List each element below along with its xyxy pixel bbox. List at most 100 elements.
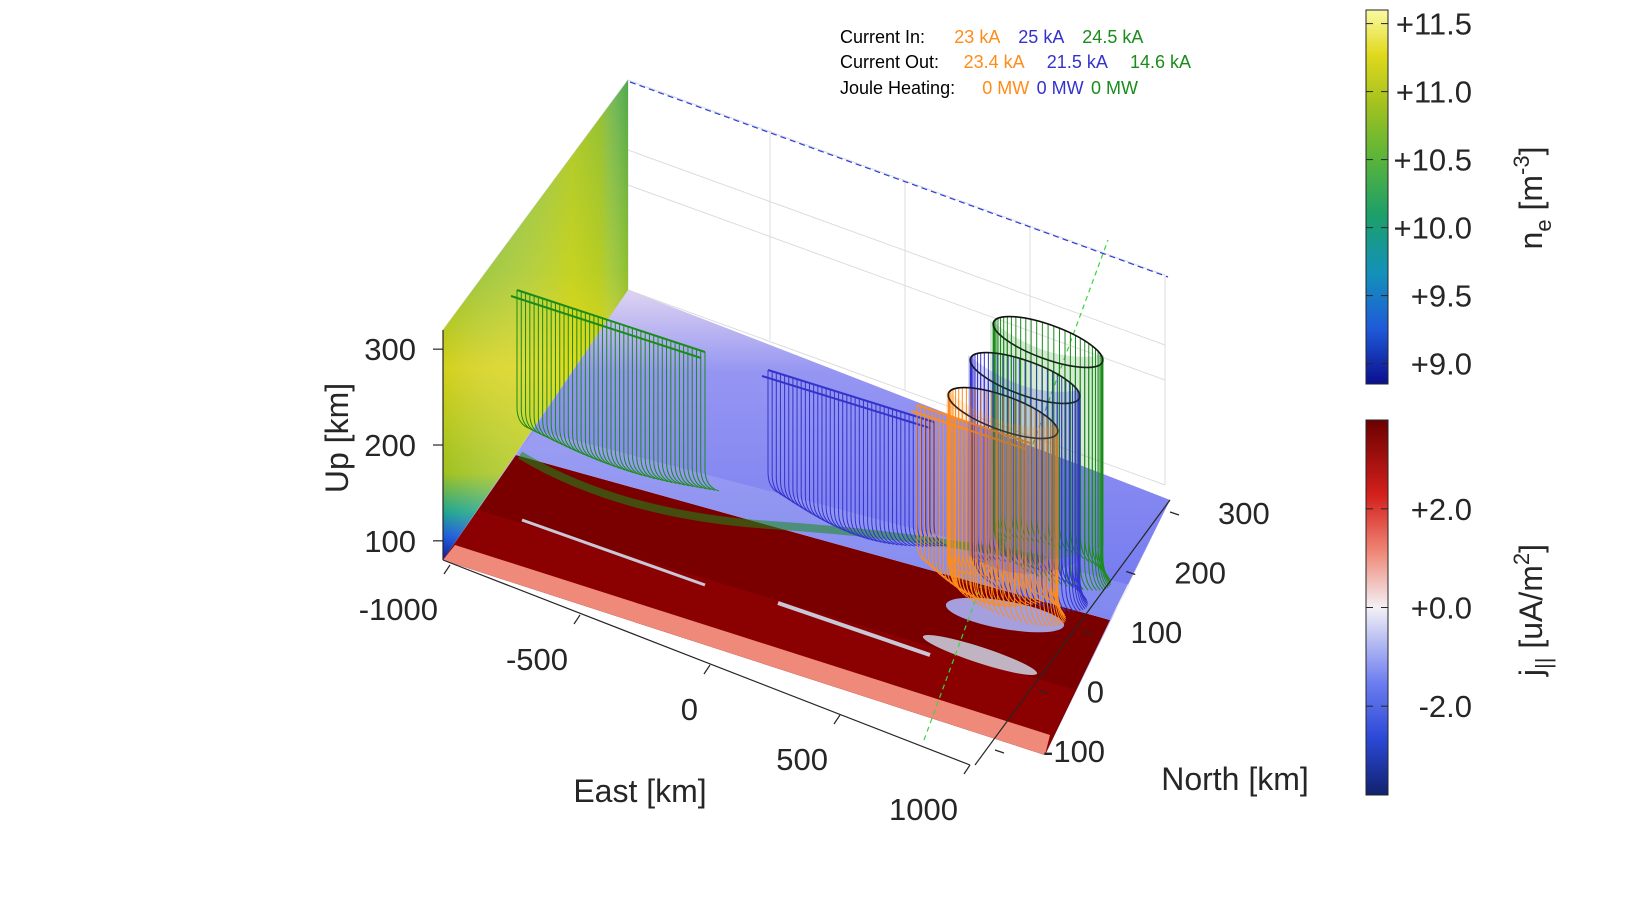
field-line: [992, 352, 1002, 562]
x-axis-label: East [km]: [573, 773, 706, 809]
field-line: [653, 335, 668, 483]
field-line: [1065, 403, 1075, 612]
field-line: [1088, 343, 1098, 567]
field-line: [687, 346, 703, 489]
y-tick-label: 0: [1087, 675, 1104, 710]
field-line: [576, 309, 591, 458]
legend-value: 0 MW: [1037, 78, 1084, 98]
colorbar-tick-label: +9.5: [1411, 279, 1472, 314]
legend-row-label: Current In:: [840, 27, 925, 47]
field-line: [627, 326, 643, 476]
field-line: [858, 398, 874, 541]
field-line: [1050, 419, 1059, 609]
field-line: [1051, 371, 1061, 580]
field-line: [661, 337, 677, 484]
density-colorbar-label: ne [m-3]: [1509, 147, 1556, 250]
legend-row-label: Current Out:: [840, 52, 939, 72]
field-line: [580, 311, 596, 460]
z-tick-label: 200: [364, 428, 416, 463]
field-line: [1029, 443, 1045, 603]
field-line: [1014, 437, 1030, 606]
legend: Current In: 23 kA 25 kA 24.5 kA Current Out:…: [840, 27, 1191, 98]
field-line: [1064, 330, 1074, 554]
field-line: [623, 325, 638, 475]
field-line: [1021, 440, 1037, 605]
x-tick-label: -1000: [359, 592, 438, 627]
field-line: [1047, 324, 1057, 548]
field-line: [991, 391, 1001, 581]
field-line: [683, 344, 698, 488]
field-line: [900, 411, 915, 547]
field-line: [862, 399, 878, 542]
field-line: [867, 401, 882, 543]
density-colorbar-ticks: +11.5 +11.0 +10.5 +10.0 +9.5 +9.0: [1366, 7, 1472, 382]
x-tick-mark: [833, 714, 841, 725]
field-line: [929, 420, 944, 547]
field-line: [572, 308, 587, 456]
field-line: [904, 412, 920, 547]
y-tick-mark: [994, 749, 1005, 754]
field-line: [584, 312, 600, 462]
field-line: [1068, 403, 1078, 612]
field-line: [606, 319, 621, 470]
field-line: [933, 422, 949, 547]
legend-row-label: Joule Heating:: [840, 78, 955, 98]
field-line: [1029, 437, 1039, 626]
tube-rim: [761, 375, 931, 429]
field-line: [829, 389, 845, 531]
tube-rim: [910, 410, 1027, 450]
current-colorbar-label: j|| [uA/m2]: [1509, 544, 1556, 677]
field-line: [985, 424, 995, 613]
field-line: [833, 390, 849, 533]
orange-tube-sheet: [910, 404, 1045, 608]
field-line: [972, 355, 982, 564]
field-line: [892, 409, 907, 547]
x-tick-label: 500: [776, 742, 828, 777]
y-tick-label: -100: [1043, 734, 1105, 769]
x-tick-label: 1000: [889, 792, 958, 827]
field-line: [976, 425, 992, 605]
field-line: [1084, 367, 1093, 591]
field-line: [1054, 435, 1064, 625]
x-tick-label: -500: [506, 642, 568, 677]
y-axis-label: North [km]: [1161, 761, 1309, 797]
field-line: [1039, 438, 1048, 627]
field-line: [1091, 346, 1101, 570]
z-axis-ticks: 100 200 300: [364, 332, 443, 559]
tube-rim: [767, 369, 935, 423]
tube-cap: [947, 386, 1059, 440]
field-line: [1043, 438, 1053, 627]
field-line: [695, 349, 711, 491]
legend-value: 14.6 kA: [1130, 52, 1191, 72]
tube-rim: [916, 404, 1031, 444]
field-line: [999, 432, 1015, 608]
tube-cap: [992, 315, 1104, 369]
field-line: [896, 410, 911, 547]
field-line: [980, 426, 996, 606]
x-tick-label: 0: [681, 692, 698, 727]
field-line: [838, 392, 853, 535]
field-line: [691, 347, 707, 490]
x-tick-mark: [443, 564, 451, 575]
green-tube-fill: [990, 320, 1104, 559]
field-line: [1025, 441, 1041, 604]
z-tick-label: 300: [364, 332, 416, 367]
legend-value: 24.5 kA: [1082, 27, 1143, 47]
legend-value: 23.4 kA: [964, 52, 1025, 72]
x-axis-ticks: -1000 -500 0 500 1000: [359, 564, 971, 827]
y-tick-mark: [1169, 511, 1180, 516]
field-line: [1046, 417, 1056, 606]
field-line: [674, 342, 690, 487]
field-line: [666, 339, 681, 485]
field-line: [1102, 360, 1112, 584]
field-line: [1019, 435, 1029, 625]
field-line: [988, 429, 1003, 607]
field-line: [678, 343, 694, 488]
legend-value: 25 kA: [1018, 27, 1064, 47]
tube-rim: [510, 295, 702, 359]
flux-tubes: [510, 289, 1112, 627]
y-tick-label: 300: [1218, 496, 1270, 531]
field-line: [648, 333, 664, 482]
field-line: [969, 422, 984, 603]
field-line: [1091, 367, 1101, 591]
